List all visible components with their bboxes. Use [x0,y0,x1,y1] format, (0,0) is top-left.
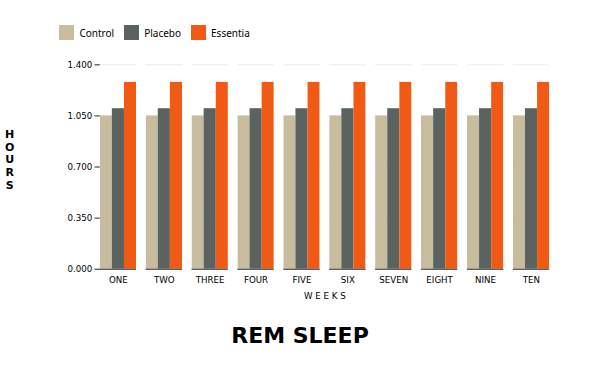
html-text:Essentia: Essentia [211,25,250,40]
svg-text:ONE: ONE [109,275,128,285]
svg-text:0.350: 0.350 [68,213,93,223]
svg-text:SEVEN: SEVEN [380,275,409,285]
svg-text:1.400: 1.400 [68,60,93,70]
html-text:H O U R S: H O U R S [5,128,15,192]
svg-text:EIGHT: EIGHT [427,275,454,285]
svg-text:FOUR: FOUR [244,275,268,285]
html-text:Control: Control [79,25,115,40]
svg-text:W E E K S: W E E K S [304,291,346,301]
svg-text:0.700: 0.700 [68,162,93,172]
svg-text:TWO: TWO [153,275,175,285]
html-text:Placebo: Placebo [144,25,181,40]
svg-text:FIVE: FIVE [293,275,312,285]
svg-text:NINE: NINE [475,275,496,285]
svg-text:0.000: 0.000 [68,264,93,274]
svg-text:TEN: TEN [522,275,540,285]
svg-text:SIX: SIX [341,275,355,285]
html-text:REM SLEEP: REM SLEEP [231,323,369,349]
svg-text:1.050: 1.050 [68,111,93,121]
svg-text:THREE: THREE [195,275,225,285]
